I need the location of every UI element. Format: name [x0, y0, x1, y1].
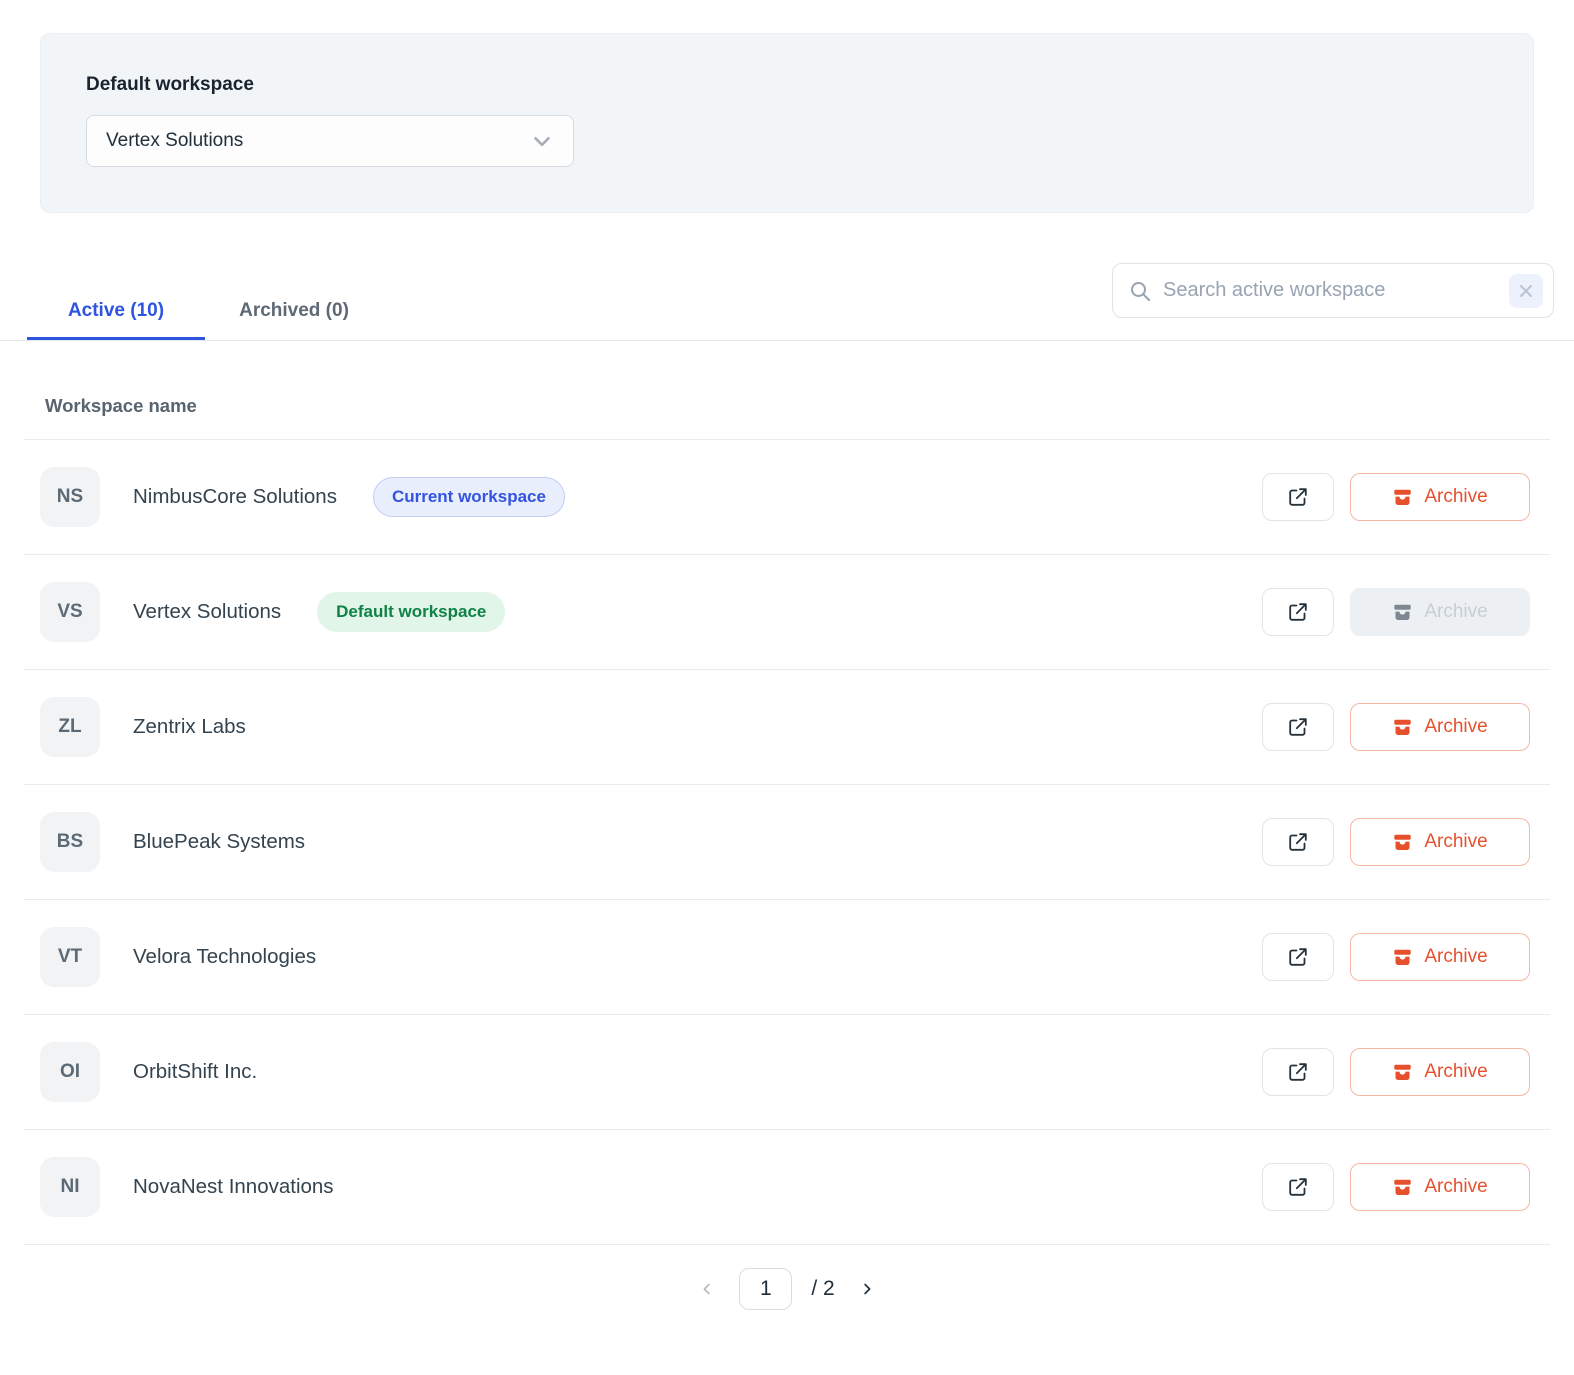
tab-archived-workspaces[interactable]: Archived (0): [239, 300, 349, 321]
archive-button-label: Archive: [1424, 716, 1488, 737]
workspace-name-column-header: Workspace name: [24, 341, 1550, 440]
workspace-avatar: NI: [40, 1157, 100, 1217]
open-workspace-button[interactable]: [1262, 1048, 1334, 1096]
archive-button-label: Archive: [1424, 831, 1488, 852]
external-link-icon: [1286, 1060, 1310, 1084]
workspace-row: BS BluePeak Systems Archive: [24, 785, 1550, 900]
workspace-name: BluePeak Systems: [133, 830, 306, 853]
clear-search-button[interactable]: [1509, 274, 1543, 308]
tab-bar: Active (10) Archived (0): [27, 263, 383, 340]
next-page-button[interactable]: [854, 1276, 880, 1302]
archive-button-label: Archive: [1424, 1176, 1488, 1197]
open-workspace-button[interactable]: [1262, 473, 1334, 521]
workspace-row: ZL Zentrix Labs Archive: [24, 670, 1550, 785]
previous-page-button[interactable]: [694, 1276, 720, 1302]
archive-box-icon: [1392, 602, 1413, 623]
external-link-icon: [1286, 485, 1310, 509]
archive-box-icon: [1392, 1177, 1413, 1198]
open-workspace-button[interactable]: [1262, 933, 1334, 981]
workspace-avatar: VT: [40, 927, 100, 987]
workspace-row: NS NimbusCore Solutions Current workspac…: [24, 440, 1550, 555]
x-icon: [1518, 283, 1534, 299]
archive-box-icon: [1392, 717, 1413, 738]
archive-button-label: Archive: [1424, 486, 1488, 507]
archive-button-label: Archive: [1424, 946, 1488, 967]
external-link-icon: [1286, 715, 1310, 739]
default-workspace-selected-value: Vertex Solutions: [106, 130, 244, 151]
workspace-name: Velora Technologies: [133, 945, 317, 968]
workspace-avatar: BS: [40, 812, 100, 872]
archive-button[interactable]: Archive: [1350, 818, 1530, 866]
workspace-name: NimbusCore Solutions: [133, 485, 337, 508]
open-workspace-button[interactable]: [1262, 1163, 1334, 1211]
external-link-icon: [1286, 1175, 1310, 1199]
external-link-icon: [1286, 830, 1310, 854]
workspace-row: NI NovaNest Innovations Archive: [24, 1130, 1550, 1245]
default-workspace-select[interactable]: Vertex Solutions: [86, 115, 574, 167]
chevron-left-icon: [698, 1280, 716, 1298]
default-workspace-card: Default workspace Vertex Solutions: [40, 33, 1534, 213]
workspace-row: OI OrbitShift Inc. Archive: [24, 1015, 1550, 1130]
archive-button[interactable]: Archive: [1350, 1163, 1530, 1211]
archive-button[interactable]: Archive: [1350, 473, 1530, 521]
open-workspace-button[interactable]: [1262, 588, 1334, 636]
external-link-icon: [1286, 600, 1310, 624]
workspace-table: Workspace name NS NimbusCore Solutions C…: [24, 341, 1550, 1245]
chevron-down-icon: [529, 128, 555, 154]
chevron-right-icon: [858, 1280, 876, 1298]
open-workspace-button[interactable]: [1262, 703, 1334, 751]
workspace-name: NovaNest Innovations: [133, 1175, 334, 1198]
workspace-name: Vertex Solutions: [133, 600, 282, 623]
archive-box-icon: [1392, 947, 1413, 968]
workspace-list: NS NimbusCore Solutions Current workspac…: [24, 440, 1550, 1245]
archive-button-label: Archive: [1424, 601, 1488, 622]
archive-button-label: Archive: [1424, 1061, 1488, 1082]
archive-button[interactable]: Archive: [1350, 703, 1530, 751]
search-input[interactable]: [1112, 263, 1554, 318]
archive-box-icon: [1392, 487, 1413, 508]
external-link-icon: [1286, 945, 1310, 969]
workspace-badge: Current workspace: [372, 477, 565, 517]
list-header: Active (10) Archived (0): [0, 263, 1574, 341]
archive-box-icon: [1392, 832, 1413, 853]
search-icon: [1128, 279, 1152, 308]
archive-button[interactable]: Archive: [1350, 1048, 1530, 1096]
page-total-label: / 2: [811, 1277, 835, 1300]
tab-active-workspaces[interactable]: Active (10): [27, 263, 205, 340]
archive-button[interactable]: Archive: [1350, 588, 1530, 636]
pagination: / 2: [0, 1245, 1574, 1333]
workspace-avatar: NS: [40, 467, 100, 527]
workspace-name: OrbitShift Inc.: [133, 1060, 258, 1083]
archive-box-icon: [1392, 1062, 1413, 1083]
workspace-avatar: VS: [40, 582, 100, 642]
open-workspace-button[interactable]: [1262, 818, 1334, 866]
archive-button[interactable]: Archive: [1350, 933, 1530, 981]
page-number-input[interactable]: [739, 1268, 793, 1310]
workspace-row: VT Velora Technologies Archive: [24, 900, 1550, 1015]
workspace-row: VS Vertex Solutions Default workspace Ar…: [24, 555, 1550, 670]
workspace-name: Zentrix Labs: [133, 715, 246, 738]
search-box: [1112, 263, 1554, 318]
workspace-avatar: ZL: [40, 697, 100, 757]
default-workspace-label: Default workspace: [86, 74, 254, 95]
workspace-avatar: OI: [40, 1042, 100, 1102]
workspace-badge: Default workspace: [317, 592, 506, 632]
